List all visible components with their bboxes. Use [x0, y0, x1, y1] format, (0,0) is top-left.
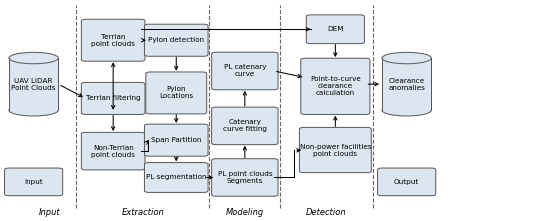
FancyBboxPatch shape	[9, 58, 58, 110]
FancyBboxPatch shape	[145, 163, 208, 192]
Text: PL catenary
curve: PL catenary curve	[224, 65, 266, 78]
Ellipse shape	[382, 52, 431, 64]
Text: Span Partition: Span Partition	[151, 137, 201, 143]
Text: Pylon
Locations: Pylon Locations	[159, 86, 193, 99]
Text: PL point clouds
Segments: PL point clouds Segments	[217, 171, 272, 184]
FancyBboxPatch shape	[299, 128, 371, 173]
FancyBboxPatch shape	[382, 58, 431, 110]
Text: Clearance
anomalies: Clearance anomalies	[388, 78, 425, 91]
Text: Catenary
curve fitting: Catenary curve fitting	[223, 119, 267, 132]
FancyBboxPatch shape	[4, 168, 63, 196]
FancyBboxPatch shape	[81, 132, 145, 170]
FancyBboxPatch shape	[301, 58, 370, 114]
Text: Input: Input	[24, 179, 43, 185]
FancyBboxPatch shape	[145, 24, 208, 56]
Text: UAV LiDAR
Point Clouds: UAV LiDAR Point Clouds	[12, 78, 56, 91]
FancyBboxPatch shape	[145, 124, 208, 156]
Text: DEM: DEM	[327, 26, 344, 32]
Ellipse shape	[9, 52, 58, 64]
FancyBboxPatch shape	[146, 72, 207, 114]
FancyBboxPatch shape	[382, 58, 431, 110]
Text: Point-to-curve
clearance
calculation: Point-to-curve clearance calculation	[310, 76, 361, 96]
Ellipse shape	[9, 105, 58, 116]
FancyBboxPatch shape	[9, 58, 58, 110]
Text: Detection: Detection	[306, 208, 347, 217]
Text: PL segmentation: PL segmentation	[146, 175, 206, 181]
Text: Extraction: Extraction	[122, 208, 164, 217]
Text: Terrian
point clouds: Terrian point clouds	[91, 34, 135, 47]
FancyBboxPatch shape	[378, 168, 436, 196]
FancyBboxPatch shape	[81, 19, 145, 61]
FancyBboxPatch shape	[81, 82, 145, 114]
Ellipse shape	[382, 52, 431, 64]
Text: Input: Input	[39, 208, 61, 217]
Text: Terrian filtering: Terrian filtering	[86, 95, 140, 101]
Ellipse shape	[382, 105, 431, 116]
Ellipse shape	[9, 52, 58, 64]
FancyBboxPatch shape	[212, 159, 278, 196]
FancyBboxPatch shape	[212, 107, 278, 145]
Text: Non-Terrian
point clouds: Non-Terrian point clouds	[91, 145, 135, 158]
FancyBboxPatch shape	[306, 15, 365, 44]
Text: Non-power facilities
point clouds: Non-power facilities point clouds	[300, 143, 371, 156]
Text: Output: Output	[394, 179, 419, 185]
Text: Pylon detection: Pylon detection	[148, 37, 204, 43]
Text: Modeling: Modeling	[226, 208, 264, 217]
FancyBboxPatch shape	[212, 52, 278, 90]
